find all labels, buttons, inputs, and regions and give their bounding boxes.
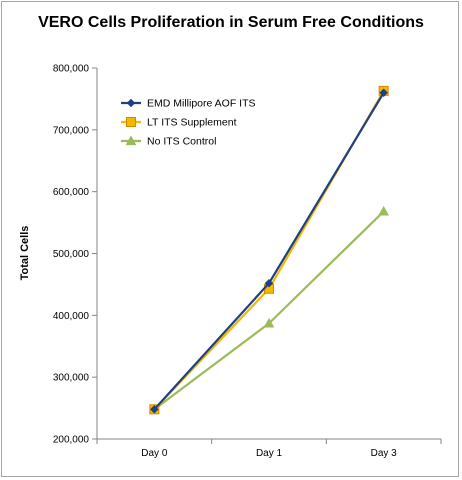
legend-marker (125, 135, 137, 146)
x-tick-label: Day 1 (256, 448, 283, 459)
y-tick-label: 400,000 (53, 311, 90, 322)
data-point (150, 405, 159, 414)
series-1 (150, 88, 388, 414)
legend: EMD Millipore AOF ITS LT ITS Supplement No… (121, 98, 256, 148)
series-line (153, 210, 385, 411)
legend-marker (126, 98, 136, 108)
axes: 200,000 300,000 400,000 500,000 600,000 700,0… (53, 64, 442, 459)
data-point (379, 88, 388, 97)
data-point (263, 317, 275, 328)
chart-title: VERO Cells Proliferation in Serum Free C… (38, 14, 424, 31)
legend-label: LT ITS Supplement (147, 117, 237, 129)
data-point (264, 278, 274, 288)
y-tick-label: 700,000 (53, 125, 90, 136)
y-tick-label: 600,000 (53, 187, 90, 198)
x-tick-label: Day 3 (371, 448, 398, 459)
legend-entry: EMD Millipore AOF ITS (121, 98, 256, 110)
legend-entry: No ITS Control (121, 135, 216, 148)
legend-label: No ITS Control (147, 136, 216, 148)
data-point (378, 205, 390, 216)
y-tick-label: 300,000 (53, 373, 90, 384)
y-tick-label: 500,000 (53, 249, 90, 260)
y-tick-label: 800,000 (53, 64, 90, 75)
y-tick-label: 200,000 (53, 435, 90, 446)
series-lines (148, 85, 390, 415)
legend-marker (126, 117, 136, 127)
legend-label: EMD Millipore AOF ITS (147, 98, 256, 110)
legend-entry: LT ITS Supplement (121, 117, 237, 129)
x-tick-label: Day 0 (141, 448, 168, 459)
series-3 (148, 205, 390, 414)
